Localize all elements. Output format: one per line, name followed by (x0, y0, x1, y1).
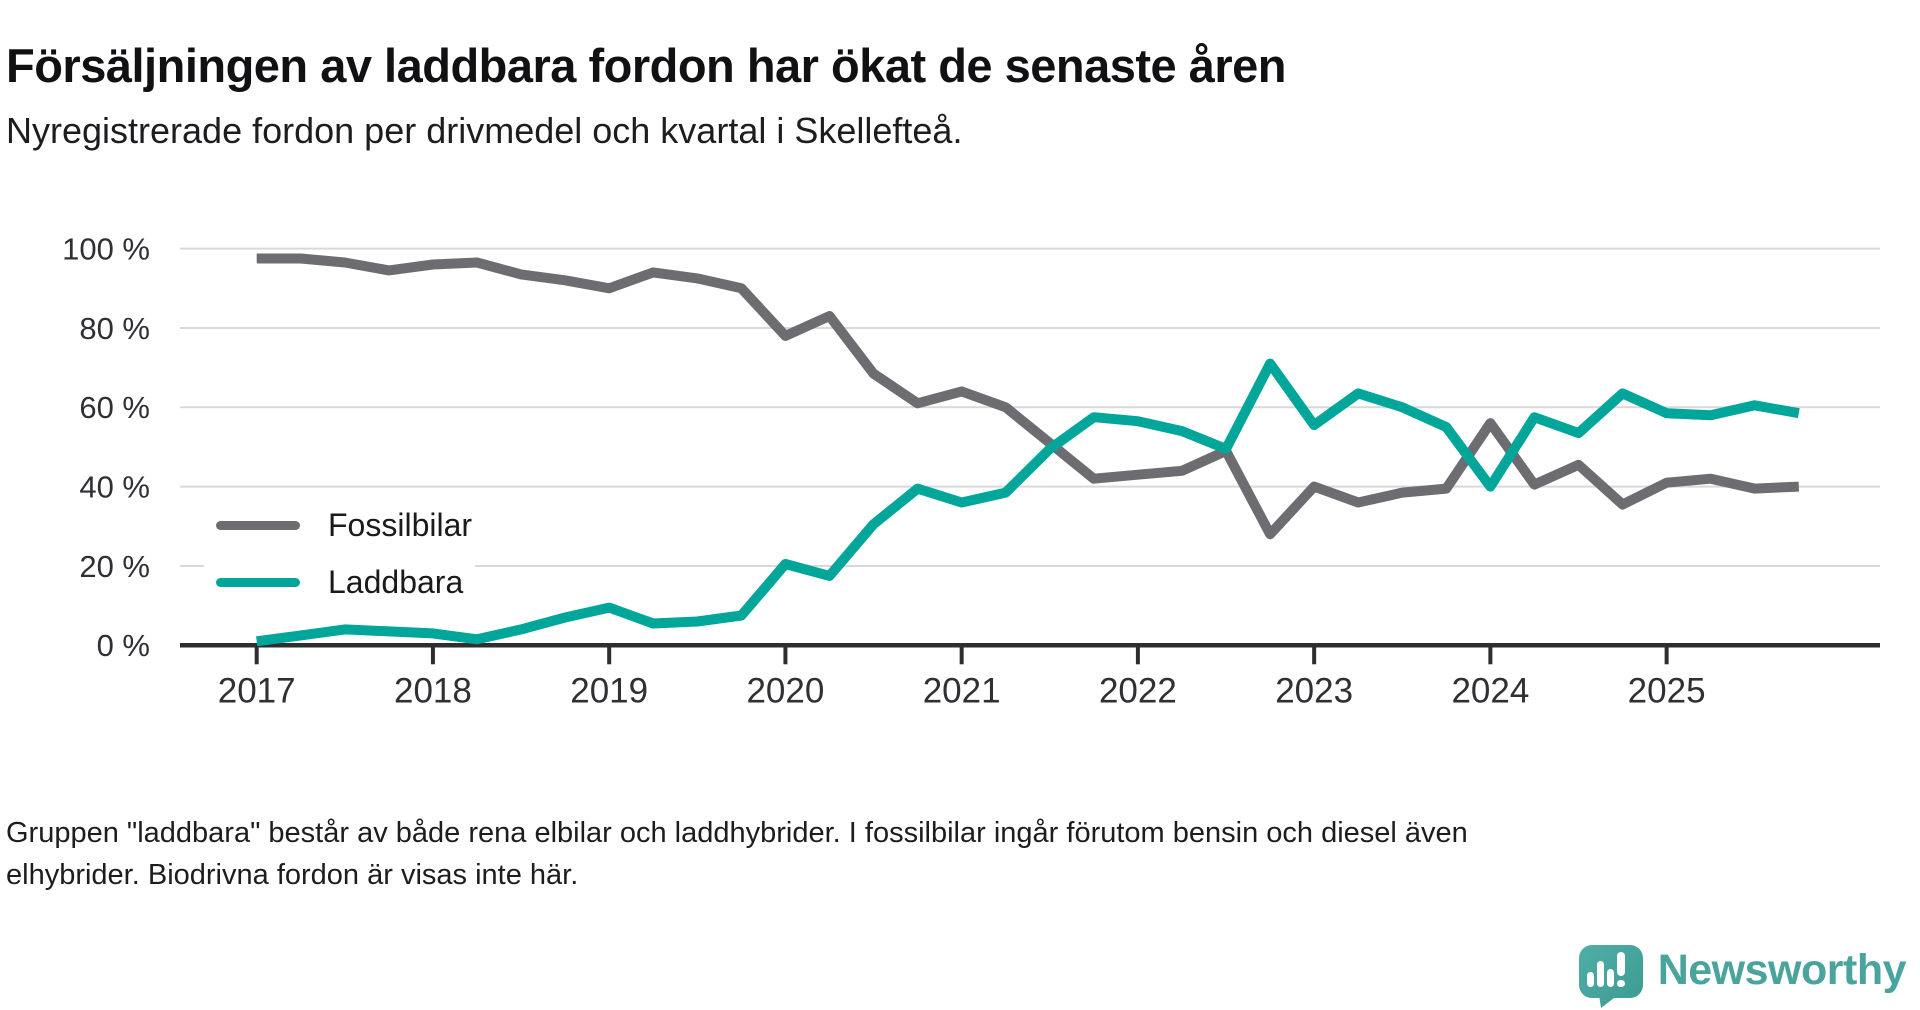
legend-item-laddbara: Laddbara (204, 557, 476, 607)
footnote: Gruppen "laddbara" består av både rena e… (6, 812, 1546, 896)
series-line-laddbara (256, 358, 1800, 647)
logo-exclamation-dot (1616, 980, 1625, 987)
logo-bar-tall (1596, 961, 1604, 987)
page-title: Försäljningen av laddbara fordon har öka… (6, 39, 1287, 93)
legend-swatch-laddbara (216, 577, 300, 587)
newsworthy-logo-icon (1578, 945, 1643, 1008)
footnote-line: Gruppen "laddbara" består av både rena e… (6, 817, 1468, 849)
x-axis-label-2019: 2019 (570, 671, 648, 710)
footnote-line: elhybrider. Biodrivna fordon är visas in… (6, 859, 579, 892)
x-axis-label-2018: 2018 (394, 671, 472, 710)
y-axis-label-0: 0 % (97, 628, 150, 663)
legend-item-fossilbilar: Fossilbilar (204, 500, 485, 550)
logo-exclamation-stem (1616, 952, 1625, 976)
x-axis-label-2021: 2021 (923, 671, 1001, 710)
brand-name: Newsworthy (1657, 945, 1907, 994)
brand-footer: Newsworthy (1578, 944, 1907, 1008)
y-axis-label-20: 20 % (79, 549, 150, 584)
legend-label: Fossilbilar (328, 506, 473, 543)
series-line-fossilbilar (256, 253, 1800, 540)
chart-subtitle: Nyregistrerade fordon per drivmedel och … (6, 110, 963, 151)
x-axis-label-2020: 2020 (746, 671, 824, 710)
legend-swatch-fossilbilar (216, 520, 300, 530)
y-axis-label-40: 40 % (79, 469, 150, 504)
y-axis-label-60: 60 % (79, 390, 150, 425)
y-axis-label-100: 100 % (62, 231, 150, 266)
x-axis-label-2023: 2023 (1275, 671, 1353, 710)
logo-bar-short (1586, 972, 1594, 987)
x-axis-label-2024: 2024 (1451, 671, 1529, 710)
x-axis-label-2017: 2017 (218, 671, 296, 710)
legend-label: Laddbara (328, 563, 464, 600)
x-axis-label-2025: 2025 (1628, 671, 1706, 710)
logo-bar-medium (1606, 969, 1614, 987)
x-axis-label-2022: 2022 (1099, 671, 1177, 710)
y-axis-label-80: 80 % (79, 311, 150, 346)
